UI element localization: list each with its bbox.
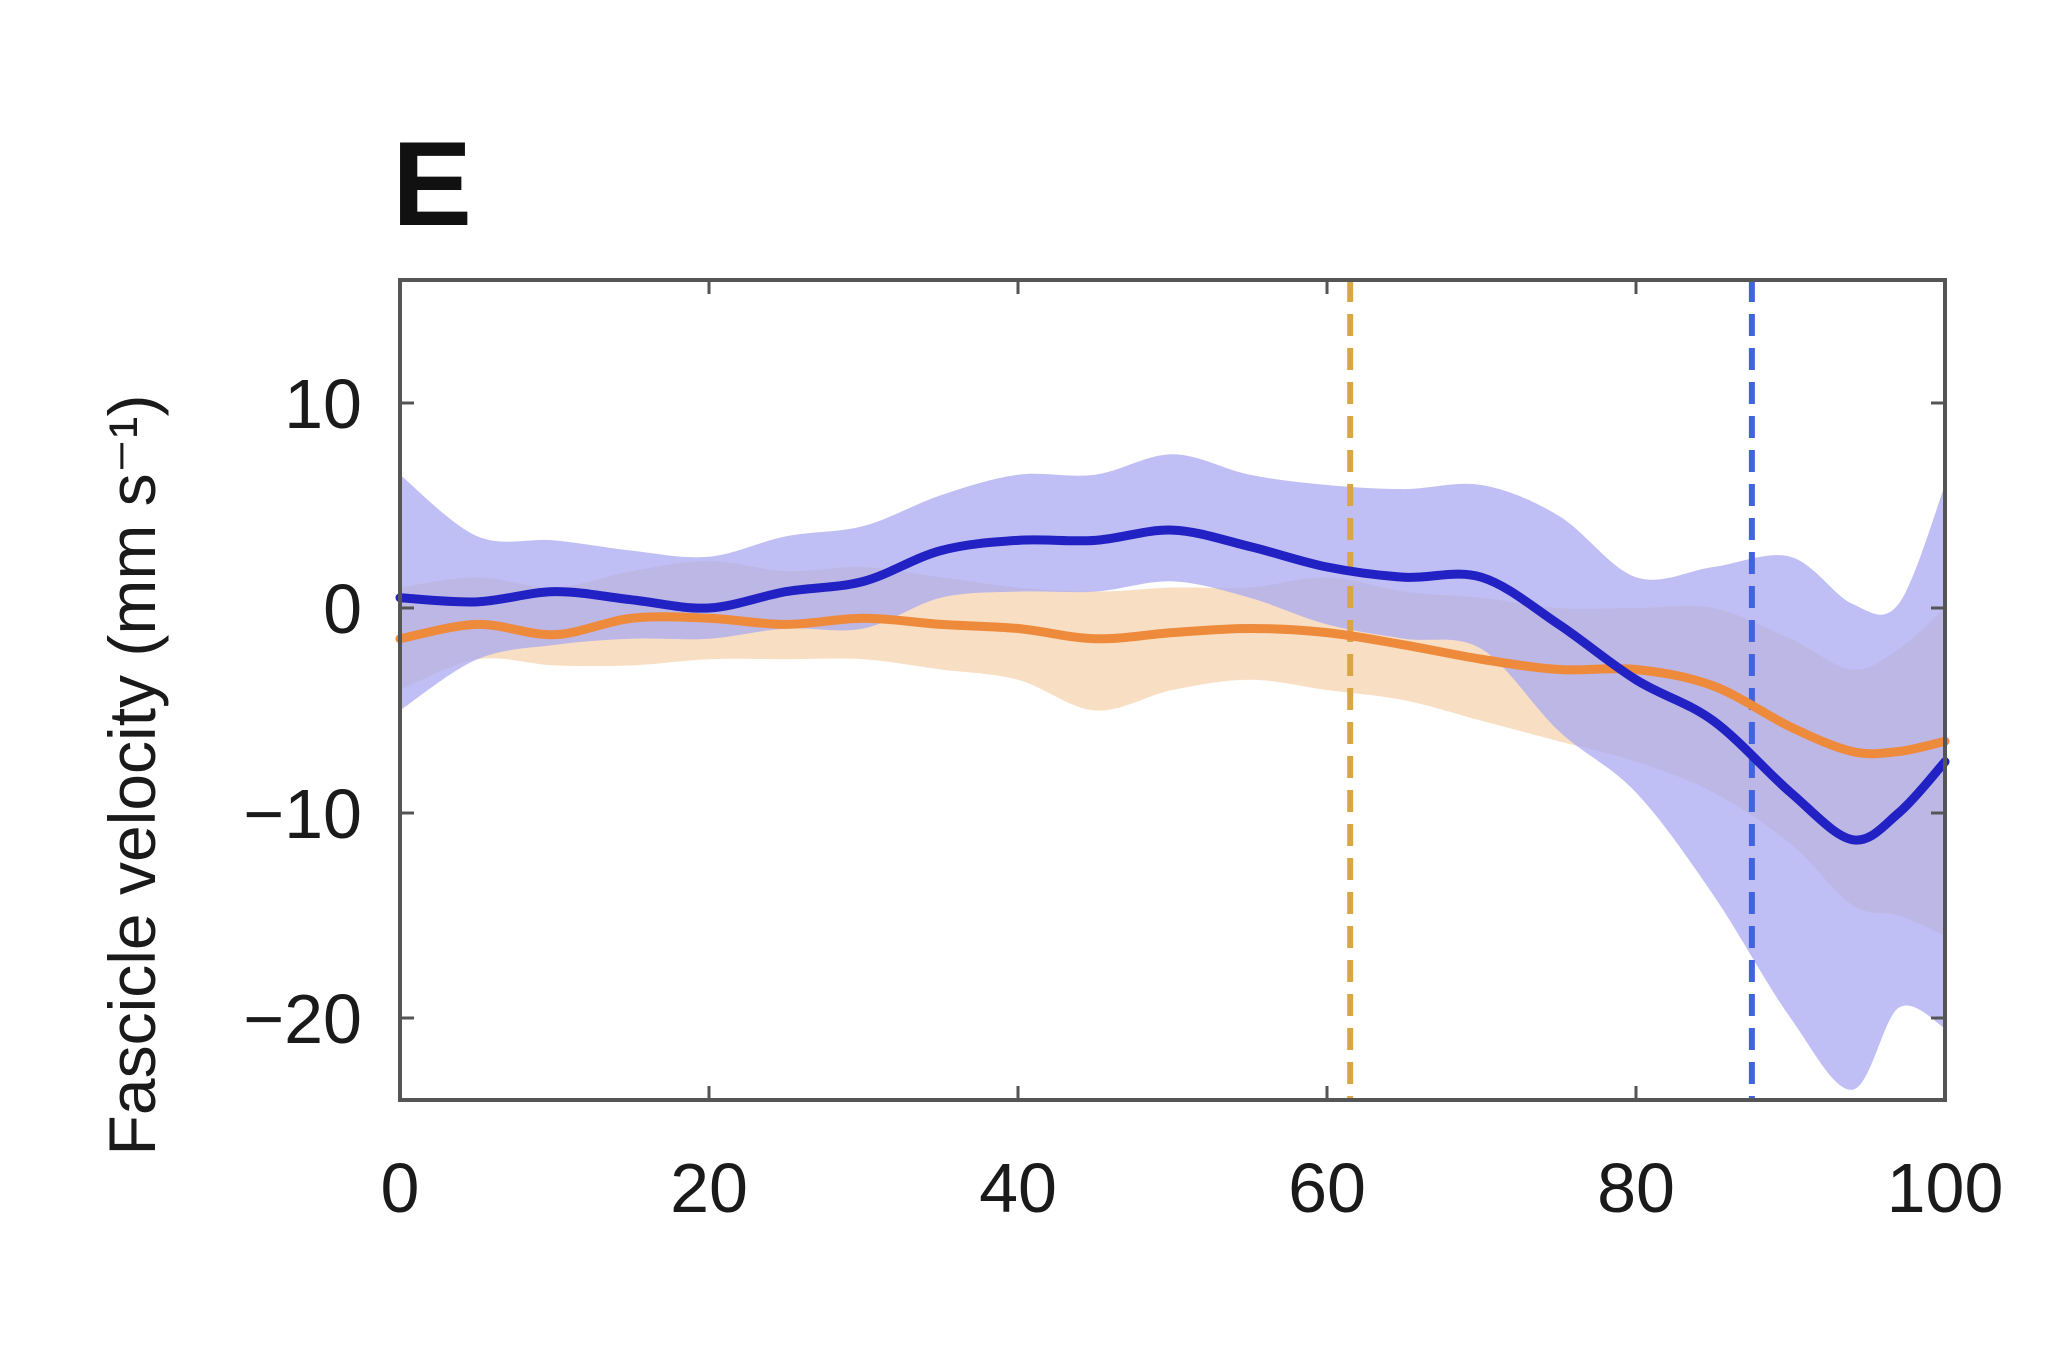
y-tick-label: 10 xyxy=(284,365,362,443)
plot-area xyxy=(395,280,1950,1100)
axis-frame xyxy=(398,278,1947,1102)
x-tick-label: 100 xyxy=(1887,1149,2004,1227)
x-tick-label: 80 xyxy=(1597,1149,1675,1227)
orange-mean-line xyxy=(395,612,1950,759)
y-tick-label: −10 xyxy=(243,775,362,853)
x-tick-label: 0 xyxy=(381,1149,420,1227)
y-tick-label: 0 xyxy=(323,570,362,648)
x-tick-label: 60 xyxy=(1288,1149,1366,1227)
x-tick-label: 40 xyxy=(979,1149,1057,1227)
y-axis-label: Fascicle velocity (mm s⁻¹) xyxy=(95,395,169,1156)
x-tick-label: 20 xyxy=(670,1149,748,1227)
panel-letter: E xyxy=(392,117,472,251)
blue-mean-line xyxy=(395,525,1950,845)
y-tick-label: −20 xyxy=(243,980,362,1058)
blue-variability-band xyxy=(400,454,1945,1090)
